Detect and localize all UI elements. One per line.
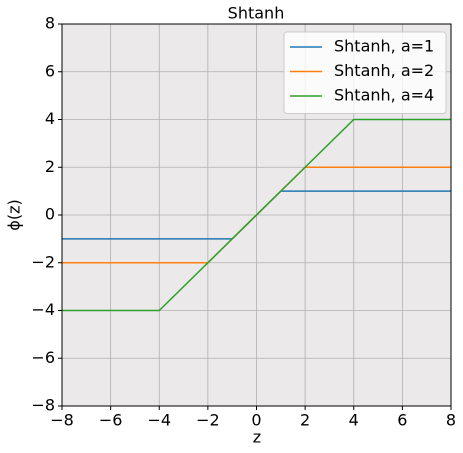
- x-tick-label: 4: [349, 411, 359, 430]
- y-axis-label: ϕ(z): [5, 199, 24, 230]
- x-tick-label: −4: [147, 411, 171, 430]
- chart-title: Shtanh: [228, 4, 285, 23]
- plot-frame: [61, 23, 452, 407]
- y-tick-label: 6: [45, 61, 55, 80]
- x-tick-label: −6: [99, 411, 123, 430]
- y-tick-label: −2: [31, 252, 55, 271]
- legend-label: Shtanh, a=2: [334, 61, 434, 80]
- x-tick-label: 6: [397, 411, 407, 430]
- y-tick-label: 4: [45, 109, 55, 128]
- legend: Shtanh, a=1 Shtanh, a=2 Shtanh, a=4: [283, 31, 447, 114]
- y-tick-label: −8: [31, 396, 55, 415]
- y-tick-label: 2: [45, 157, 55, 176]
- data-line: [62, 118, 451, 312]
- x-tick-label: −8: [50, 411, 74, 430]
- legend-label: Shtanh, a=1: [334, 37, 434, 56]
- x-tick-label: 0: [251, 411, 261, 430]
- x-tick-label: −2: [196, 411, 220, 430]
- y-tick-label: −4: [31, 300, 55, 319]
- y-tick-label: 8: [45, 14, 55, 33]
- x-axis-label: z: [253, 428, 261, 447]
- y-tick-label: −6: [31, 348, 55, 367]
- legend-label: Shtanh, a=4: [334, 86, 434, 105]
- legend-box: [283, 31, 447, 114]
- y-tick-label: 0: [45, 205, 55, 224]
- x-tick-label: 2: [300, 411, 310, 430]
- x-tick-label: 8: [446, 411, 456, 430]
